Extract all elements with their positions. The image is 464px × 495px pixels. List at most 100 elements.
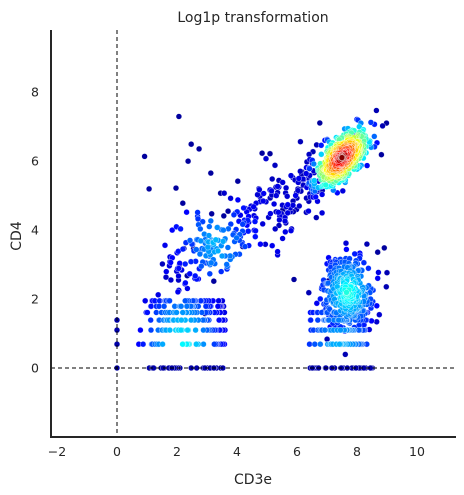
- data-point: [319, 209, 326, 216]
- data-point: [367, 119, 374, 126]
- data-point: [239, 221, 246, 228]
- data-point: [182, 279, 189, 286]
- y-axis-label: CD4: [9, 221, 25, 251]
- data-point: [137, 327, 144, 334]
- data-point: [230, 211, 237, 218]
- data-point: [223, 261, 230, 268]
- data-point: [274, 183, 281, 190]
- data-point: [161, 242, 169, 249]
- data-point: [305, 208, 312, 215]
- data-point: [271, 200, 278, 208]
- data-point: [215, 297, 222, 304]
- data-point: [287, 227, 295, 234]
- data-point: [221, 190, 228, 197]
- x-tick-label: 0: [113, 444, 121, 459]
- data-point: [233, 234, 240, 241]
- y-tick-label: 4: [31, 223, 39, 238]
- chart-title: Log1p transformation: [177, 10, 328, 26]
- data-point: [193, 246, 200, 253]
- threshold-lines: [51, 30, 456, 437]
- data-point: [376, 311, 383, 318]
- data-point: [173, 309, 180, 316]
- data-point: [167, 276, 174, 284]
- y-tick-label: 8: [31, 85, 39, 100]
- data-point: [175, 113, 182, 120]
- data-point: [197, 225, 204, 232]
- data-point: [373, 107, 380, 114]
- data-point: [227, 195, 234, 202]
- x-tick-label: 2: [173, 444, 181, 459]
- data-point: [245, 228, 252, 235]
- data-point: [178, 317, 185, 324]
- data-point: [224, 244, 231, 251]
- data-point: [296, 202, 303, 210]
- data-point: [166, 297, 173, 304]
- data-point: [317, 341, 324, 348]
- data-point: [175, 272, 182, 280]
- data-point: [163, 268, 170, 275]
- data-point: [373, 318, 380, 325]
- data-point: [172, 185, 180, 192]
- data-point: [284, 209, 291, 216]
- data-point: [177, 225, 184, 232]
- data-point: [311, 177, 318, 184]
- data-point: [303, 170, 310, 177]
- data-point: [214, 303, 221, 310]
- data-point: [289, 202, 297, 209]
- data-point: [282, 228, 289, 235]
- data-point: [335, 317, 342, 324]
- data-point: [260, 197, 267, 205]
- data-point: [337, 327, 344, 334]
- data-point: [275, 209, 282, 216]
- data-point: [307, 317, 314, 324]
- data-point: [214, 247, 222, 254]
- data-point: [342, 351, 349, 358]
- data-point: [363, 241, 370, 248]
- data-point: [141, 153, 148, 160]
- data-point: [142, 297, 149, 304]
- data-point: [140, 341, 147, 348]
- data-point: [383, 269, 391, 276]
- data-point: [365, 265, 372, 272]
- data-point: [199, 218, 206, 225]
- data-point: [374, 249, 381, 256]
- data-point: [179, 200, 186, 207]
- data-point: [186, 237, 194, 244]
- x-tick-label: 6: [293, 444, 301, 459]
- data-point: [257, 241, 264, 248]
- data-point: [225, 208, 232, 215]
- data-point: [202, 303, 209, 310]
- data-point: [184, 285, 191, 292]
- data-point: [184, 327, 191, 334]
- data-point: [176, 260, 183, 267]
- data-point: [317, 295, 324, 302]
- data-point: [193, 341, 200, 348]
- data-point: [169, 227, 176, 234]
- data-point: [185, 158, 192, 165]
- data-point: [325, 317, 332, 324]
- data-point: [279, 235, 286, 242]
- data-point: [266, 150, 274, 157]
- x-tick-label: 4: [233, 444, 241, 459]
- data-point: [279, 179, 286, 186]
- data-point: [313, 214, 320, 221]
- data-point: [234, 178, 241, 185]
- data-point: [183, 209, 190, 216]
- data-point: [267, 210, 274, 217]
- data-point: [194, 209, 201, 216]
- data-point: [319, 191, 326, 198]
- data-point: [351, 250, 358, 257]
- data-point: [188, 317, 195, 324]
- data-point: [310, 160, 317, 167]
- data-point: [216, 317, 223, 324]
- data-point: [220, 227, 227, 234]
- data-point: [360, 259, 367, 266]
- data-point: [297, 138, 304, 145]
- data-point: [219, 252, 226, 260]
- data-point: [220, 212, 227, 219]
- x-tick-label: 10: [409, 444, 425, 459]
- data-point: [318, 151, 325, 158]
- data-point: [155, 291, 162, 298]
- data-point: [192, 272, 199, 279]
